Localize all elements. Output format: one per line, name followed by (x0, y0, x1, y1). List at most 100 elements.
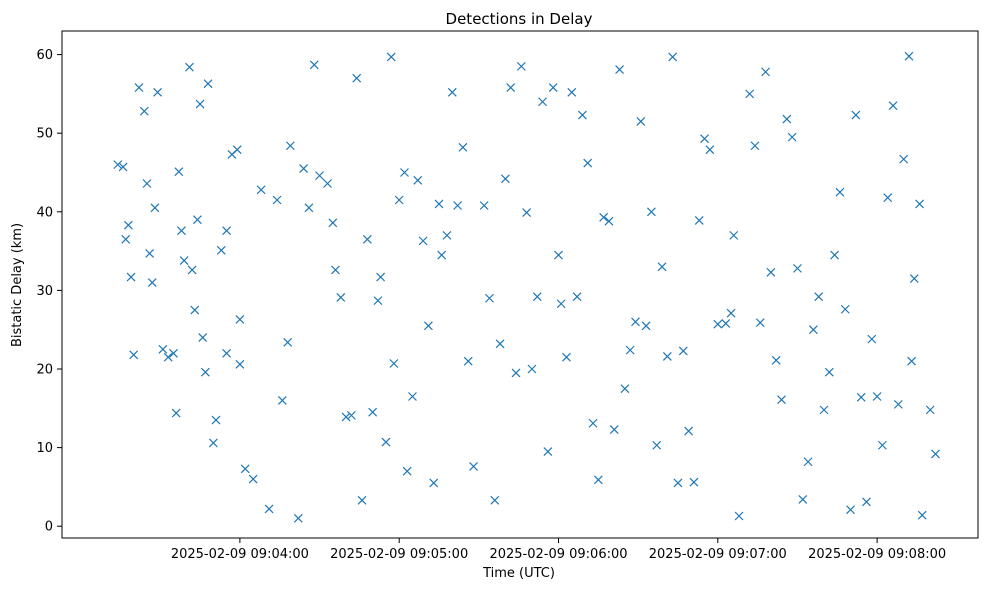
data-point (668, 52, 678, 62)
data-point (705, 145, 715, 155)
data-point (745, 89, 755, 99)
data-point (400, 168, 409, 177)
y-tick-label: 20 (36, 363, 53, 378)
data-point (187, 265, 197, 275)
data-point (179, 256, 189, 265)
data-point (434, 199, 444, 209)
data-point (500, 174, 510, 184)
data-point (899, 154, 909, 164)
y-tick-label: 10 (36, 441, 53, 456)
data-point (604, 216, 614, 226)
data-point (567, 87, 577, 97)
data-point (381, 437, 391, 447)
data-point (893, 399, 903, 409)
data-point (195, 99, 205, 109)
data-point (479, 201, 489, 210)
data-point (256, 185, 266, 195)
data-point (121, 234, 131, 244)
y-axis-label: Bistatic Delay (km) (10, 223, 25, 347)
chart-title: Detections in Delay (446, 10, 593, 28)
data-point (835, 187, 845, 197)
data-point (609, 425, 619, 434)
data-point (264, 504, 274, 514)
data-point (129, 350, 139, 360)
data-point (240, 464, 250, 474)
data-point (915, 199, 925, 209)
data-points (113, 51, 940, 523)
data-point (394, 195, 404, 205)
data-point (713, 319, 723, 329)
data-point (761, 67, 771, 77)
data-point (851, 110, 861, 120)
data-point (293, 513, 303, 523)
data-point (787, 132, 797, 142)
data-point (447, 87, 457, 97)
y-tick-label: 30 (36, 284, 53, 299)
data-point (235, 315, 245, 324)
data-point (625, 345, 635, 355)
data-point (673, 478, 683, 488)
x-tick-label: 2025-02-09 09:08:00 (808, 547, 946, 562)
data-point (808, 325, 818, 335)
data-point (216, 245, 226, 255)
data-point (368, 407, 378, 417)
data-point (386, 52, 396, 62)
data-point (174, 167, 184, 177)
x-tick-label: 2025-02-09 09:05:00 (330, 547, 468, 562)
data-point (150, 203, 160, 213)
data-point (830, 250, 840, 260)
x-tick-label: 2025-02-09 09:06:00 (489, 547, 627, 562)
data-point (917, 510, 927, 520)
data-point (599, 212, 609, 222)
data-point (766, 267, 776, 277)
data-point (211, 415, 221, 425)
data-point (145, 249, 155, 258)
data-point (572, 292, 582, 302)
data-point (208, 438, 218, 448)
data-point (413, 175, 423, 185)
y-axis-ticks: 0 10 20 30 40 50 60 (36, 48, 62, 535)
data-point (615, 65, 624, 74)
data-point (522, 208, 532, 218)
data-point (139, 106, 149, 116)
data-point (846, 505, 855, 515)
data-point (346, 410, 356, 420)
data-point (153, 87, 163, 97)
data-point (336, 293, 346, 302)
data-point (678, 346, 688, 356)
data-point (389, 359, 399, 368)
data-point (631, 317, 640, 327)
x-tick-label: 2025-02-09 09:07:00 (649, 547, 787, 562)
data-point (126, 272, 136, 282)
data-point (323, 179, 332, 188)
data-point (543, 447, 553, 456)
data-point (620, 384, 630, 394)
data-point (734, 511, 744, 521)
data-point (532, 292, 542, 302)
data-point (803, 457, 813, 467)
data-point (909, 274, 919, 284)
y-tick-label: 50 (36, 127, 53, 142)
data-point (907, 356, 917, 366)
data-point (647, 207, 656, 217)
data-point (185, 62, 194, 72)
data-point (777, 395, 786, 405)
data-point (925, 405, 935, 415)
data-point (222, 226, 232, 236)
data-point (437, 250, 447, 260)
data-point (684, 426, 694, 436)
data-point (442, 230, 452, 240)
data-point (299, 164, 309, 173)
data-point (222, 348, 232, 358)
data-point (331, 265, 340, 275)
data-point (304, 203, 314, 213)
data-point (636, 116, 646, 126)
data-point (177, 226, 186, 236)
data-point (408, 392, 417, 401)
data-point (198, 333, 208, 342)
data-point (662, 351, 672, 361)
data-point (726, 308, 736, 318)
data-point (453, 201, 463, 210)
data-point (538, 97, 547, 107)
data-point (856, 392, 866, 402)
